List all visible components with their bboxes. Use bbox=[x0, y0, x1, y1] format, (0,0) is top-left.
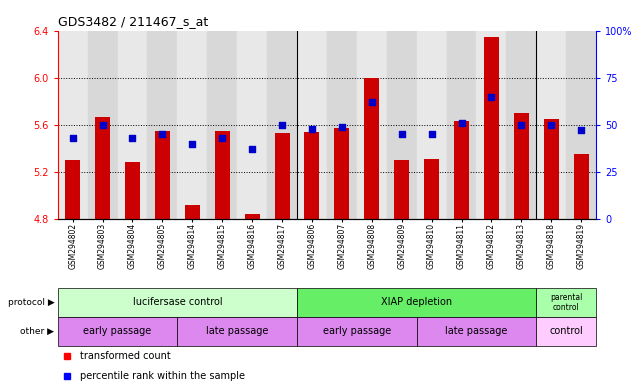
Bar bbox=[417, 317, 537, 346]
Bar bbox=[574, 154, 588, 219]
Bar bbox=[237, 31, 267, 219]
Bar bbox=[454, 121, 469, 219]
Bar bbox=[506, 31, 537, 219]
Bar bbox=[417, 31, 447, 219]
Bar bbox=[267, 31, 297, 219]
Point bbox=[397, 131, 407, 137]
Bar bbox=[394, 160, 409, 219]
Bar bbox=[58, 31, 88, 219]
Text: early passage: early passage bbox=[83, 326, 152, 336]
Bar bbox=[537, 317, 596, 346]
Text: late passage: late passage bbox=[206, 326, 269, 336]
Bar bbox=[544, 119, 559, 219]
Bar bbox=[335, 128, 349, 219]
Text: XIAP depletion: XIAP depletion bbox=[381, 297, 452, 308]
Bar bbox=[65, 160, 80, 219]
Text: late passage: late passage bbox=[445, 326, 508, 336]
Text: lucifersase control: lucifersase control bbox=[133, 297, 222, 308]
Point bbox=[456, 120, 467, 126]
Text: percentile rank within the sample: percentile rank within the sample bbox=[80, 371, 245, 381]
Point bbox=[546, 122, 556, 128]
Text: transformed count: transformed count bbox=[80, 351, 171, 361]
Bar bbox=[514, 113, 529, 219]
Bar bbox=[207, 31, 237, 219]
Bar bbox=[537, 31, 566, 219]
Point bbox=[426, 131, 437, 137]
Bar bbox=[58, 317, 178, 346]
Bar bbox=[327, 31, 357, 219]
Bar bbox=[147, 31, 178, 219]
Text: protocol ▶: protocol ▶ bbox=[8, 298, 54, 307]
Point bbox=[67, 135, 78, 141]
Point bbox=[487, 93, 497, 99]
Bar bbox=[304, 132, 319, 219]
Bar bbox=[484, 36, 499, 219]
Bar bbox=[297, 288, 537, 317]
Bar bbox=[185, 205, 200, 219]
Bar bbox=[215, 131, 229, 219]
Point bbox=[277, 122, 287, 128]
Bar bbox=[125, 162, 140, 219]
Bar bbox=[476, 31, 506, 219]
Bar bbox=[387, 31, 417, 219]
Point bbox=[217, 135, 228, 141]
Bar bbox=[566, 31, 596, 219]
Point bbox=[367, 99, 377, 105]
Point bbox=[516, 122, 526, 128]
Bar bbox=[155, 131, 170, 219]
Point bbox=[97, 122, 108, 128]
Bar bbox=[424, 159, 439, 219]
Bar bbox=[178, 31, 207, 219]
Point bbox=[307, 126, 317, 132]
Point bbox=[157, 131, 167, 137]
Text: other ▶: other ▶ bbox=[21, 327, 54, 336]
Bar bbox=[95, 117, 110, 219]
Text: control: control bbox=[549, 326, 583, 336]
Bar bbox=[364, 78, 379, 219]
Bar bbox=[58, 288, 297, 317]
Bar bbox=[178, 317, 297, 346]
Bar bbox=[537, 288, 596, 317]
Bar bbox=[297, 31, 327, 219]
Bar bbox=[245, 214, 260, 219]
Bar bbox=[447, 31, 476, 219]
Bar bbox=[117, 31, 147, 219]
Point bbox=[576, 127, 587, 134]
Bar bbox=[88, 31, 117, 219]
Text: GDS3482 / 211467_s_at: GDS3482 / 211467_s_at bbox=[58, 15, 208, 28]
Text: early passage: early passage bbox=[322, 326, 391, 336]
Point bbox=[128, 135, 138, 141]
Bar bbox=[297, 317, 417, 346]
Point bbox=[337, 124, 347, 130]
Point bbox=[247, 146, 257, 152]
Bar bbox=[357, 31, 387, 219]
Point bbox=[187, 141, 197, 147]
Text: parental
control: parental control bbox=[550, 293, 583, 312]
Bar bbox=[274, 133, 290, 219]
